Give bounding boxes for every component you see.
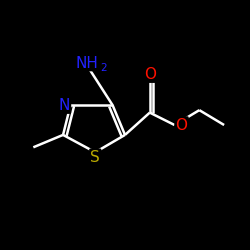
Text: O: O [176, 118, 188, 132]
Text: N: N [58, 98, 70, 113]
Text: S: S [90, 150, 100, 165]
Text: O: O [144, 67, 156, 82]
Text: NH: NH [75, 56, 98, 70]
Text: 2: 2 [100, 62, 106, 72]
